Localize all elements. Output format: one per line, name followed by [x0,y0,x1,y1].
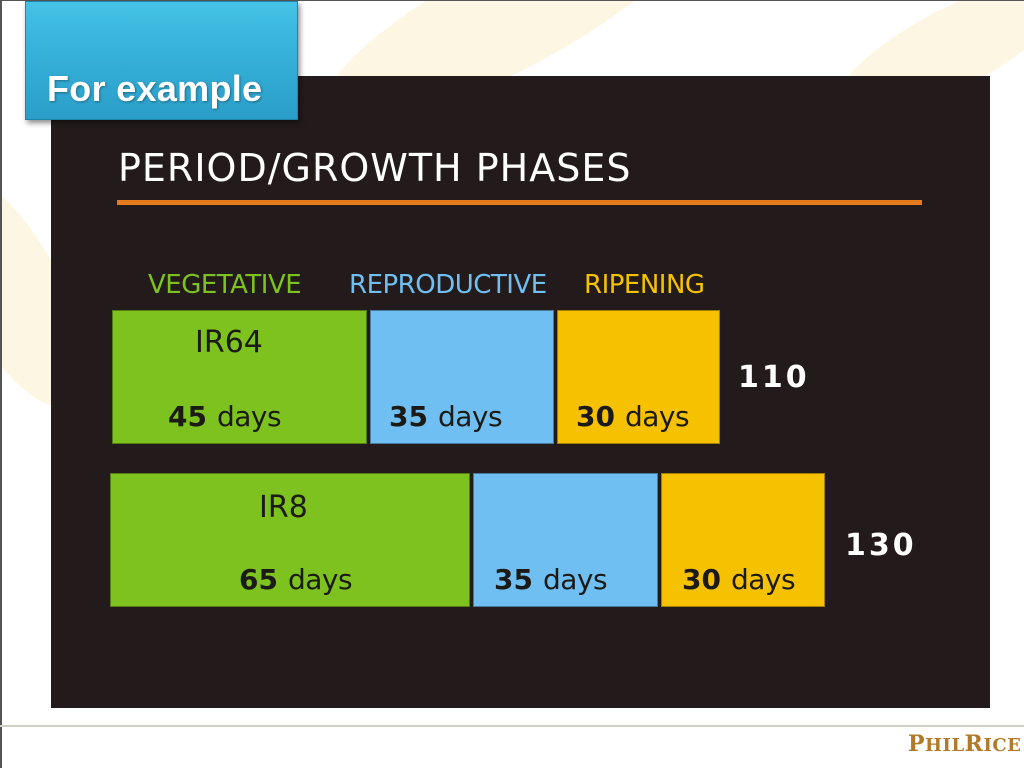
days-label: 30 days [682,563,796,596]
days-unit: days [437,400,503,433]
slide-top-border [0,0,1024,1]
days-label: 35 days [494,563,608,596]
legend-ripening: RIPENING [584,270,705,300]
badge-text: For example [47,68,263,109]
bar-ir64-ripening: 30 days [557,310,720,444]
days-label: 65 days [239,563,353,596]
days-unit: days [730,563,796,596]
total-ir8: 130 [845,528,917,563]
days-unit: days [542,563,608,596]
days-number: 45 [168,400,207,433]
title-underline [117,200,922,205]
days-label: 45 days [168,400,282,433]
days-unit: days [287,563,353,596]
days-label: 30 days [576,400,690,433]
slide-left-border [0,0,2,768]
bar-ir64-vegetative: IR64 45 days [112,310,367,444]
days-number: 65 [239,563,278,596]
bar-ir8-ripening: 30 days [661,473,825,607]
chart-title: PERIOD/GROWTH PHASES [118,146,632,190]
bar-ir64-reproductive: 35 days [370,310,554,444]
total-ir64: 110 [738,360,810,395]
days-unit: days [216,400,282,433]
legend-reproductive: REPRODUCTIVE [349,270,547,300]
philrice-logo: PHILRICE [908,731,1022,757]
variety-label: IR64 [195,325,263,360]
days-number: 30 [576,400,615,433]
days-unit: days [624,400,690,433]
section-badge: For example [25,1,298,120]
bar-ir8-vegetative: IR8 65 days [110,473,470,607]
footer-divider [0,725,1024,727]
days-label: 35 days [389,400,503,433]
days-number: 35 [494,563,533,596]
days-number: 30 [682,563,721,596]
bar-ir8-reproductive: 35 days [473,473,658,607]
days-number: 35 [389,400,428,433]
variety-label: IR8 [259,490,308,525]
legend-vegetative: VEGETATIVE [148,270,302,300]
